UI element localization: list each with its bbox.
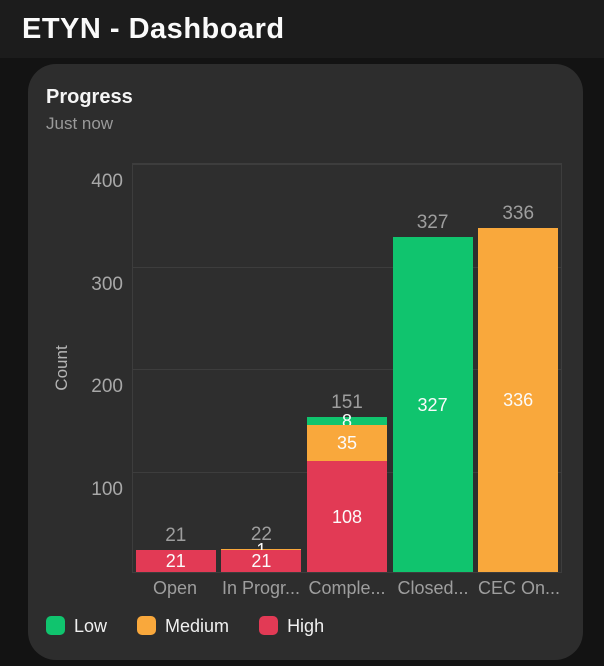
gridline-300 <box>133 267 561 268</box>
x-axis-label-closed: Closed... <box>397 578 469 598</box>
bar-segment-value: 35 <box>336 433 357 453</box>
bar-total-label-comple: 151 <box>331 392 363 413</box>
bar-segment-low-comple[interactable]: 8 <box>306 412 387 430</box>
bar-total-label-closed: 327 <box>416 212 449 233</box>
bar-segment-low-closed[interactable]: 327 <box>392 237 473 572</box>
bar-column-closed: 327 327 <box>390 164 476 572</box>
gridline-200 <box>133 369 561 370</box>
bar-total-label-cec-on: 336 <box>502 203 535 224</box>
app-header: ETYN - Dashboard <box>0 0 604 58</box>
gridline-400 <box>133 164 561 165</box>
legend-label-high: High <box>287 615 325 636</box>
y-axis-tick-200: 200 <box>91 376 123 397</box>
bar-segment-value: 336 <box>503 390 534 410</box>
bar-segment-value: 108 <box>331 506 362 527</box>
bar-segment-medium-cec-on[interactable]: 336 <box>478 228 559 572</box>
card-title: Progress <box>46 86 133 108</box>
legend-label-medium: Medium <box>165 615 230 636</box>
progress-card: Progress Just now Count 100 200 300 400 21 2… <box>28 64 583 660</box>
legend-label-low: Low <box>74 615 108 636</box>
app-title: ETYN - Dashboard <box>22 12 285 45</box>
bar-segment-high-open[interactable]: 21 <box>135 550 216 572</box>
legend-swatch-high <box>259 616 279 635</box>
legend-swatch-low <box>46 616 65 635</box>
chart-legend: Low Medium High <box>46 616 324 635</box>
legend-item-medium[interactable]: Medium <box>137 616 229 635</box>
bar-segment-value: 8 <box>341 411 352 431</box>
bar-segment-high-comple[interactable]: 108 <box>306 461 387 572</box>
bar-total-label-open: 21 <box>165 525 187 546</box>
x-axis-label-cec-on: CEC On... <box>477 578 561 598</box>
x-axis-label-comple: Comple... <box>308 578 386 598</box>
bar-segment-value: 21 <box>251 551 272 571</box>
bar-segment-value: 1 <box>221 541 301 559</box>
bar-column-open: 21 21 <box>133 164 219 572</box>
bar-segment-medium-comple[interactable]: 35 <box>306 425 387 461</box>
bar-segment-value: 327 <box>417 394 448 415</box>
chart-plot-area: 212122121151835108327327336336 <box>132 163 562 573</box>
bar-segment-high-in-progr[interactable]: 21 <box>221 550 302 572</box>
card-subtitle: Just now <box>46 114 114 133</box>
bar-column-comple: 151 8 35 108 <box>304 164 390 572</box>
legend-item-high[interactable]: High <box>259 616 324 635</box>
bar-segment-medium-in-progr[interactable]: 1 <box>221 541 302 559</box>
legend-swatch-medium <box>137 616 157 635</box>
x-axis-label-open: Open <box>152 578 198 598</box>
x-axis-label-in-progr: In Progr... <box>221 578 301 598</box>
y-axis-tick-300: 300 <box>91 274 123 295</box>
legend-item-low[interactable]: Low <box>46 616 107 635</box>
x-axis-labels: Open In Progr... Comple... Closed... CEC On.… <box>132 578 562 599</box>
y-axis-tick-400: 400 <box>91 171 123 192</box>
bar-column-cec-on: 336 336 <box>475 164 561 572</box>
bar-segment-value: 21 <box>165 551 186 571</box>
bar-column-in-progr: 22121 <box>219 164 305 572</box>
bar-total-label-in-progr: 22 <box>250 524 272 545</box>
y-axis-tick-100: 100 <box>91 479 123 500</box>
y-axis-ticks: 100 200 300 400 <box>28 163 123 573</box>
